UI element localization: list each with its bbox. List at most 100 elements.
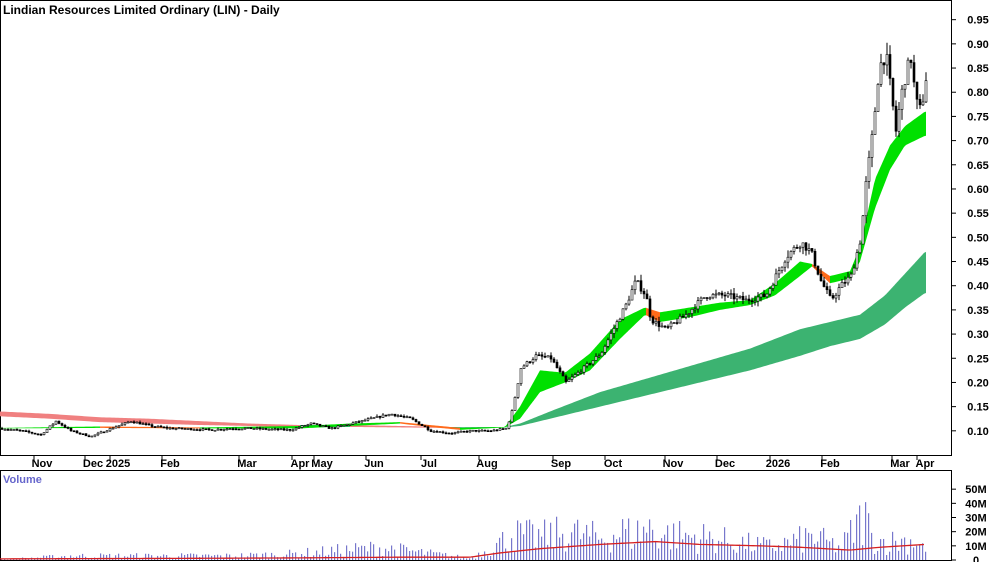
short-ema-band-segment bbox=[806, 262, 808, 272]
long-ema-band-segment bbox=[658, 374, 660, 393]
date-tick-label: Aug bbox=[476, 458, 497, 470]
volume-bar bbox=[415, 551, 417, 560]
short-ema-band-segment bbox=[726, 301, 728, 309]
long-ema-band-segment bbox=[34, 413, 36, 419]
date-tick-label: Sep bbox=[551, 458, 571, 470]
candle-body bbox=[123, 422, 127, 425]
short-ema-band-segment bbox=[920, 113, 922, 139]
long-ema-band-segment bbox=[736, 352, 738, 374]
candle-body bbox=[471, 429, 475, 432]
volume-bar bbox=[463, 556, 465, 560]
volume-bar bbox=[583, 533, 585, 560]
short-ema-band-segment bbox=[874, 177, 876, 212]
long-ema-band-segment bbox=[148, 418, 150, 424]
long-ema-band-segment bbox=[860, 313, 862, 339]
volume-bar bbox=[196, 554, 198, 560]
volume-bar bbox=[685, 532, 687, 560]
candle-body bbox=[249, 427, 253, 430]
volume-bar bbox=[682, 539, 684, 560]
short-ema-band-segment bbox=[552, 371, 554, 388]
long-ema-band-segment bbox=[178, 420, 180, 425]
candle-body bbox=[492, 429, 496, 432]
candle-body bbox=[816, 265, 820, 275]
long-ema-band-segment bbox=[644, 378, 646, 396]
volume-plot-area bbox=[0, 502, 927, 560]
candle-body bbox=[357, 421, 361, 423]
long-ema-band-segment bbox=[410, 426, 412, 428]
volume-bar bbox=[553, 547, 555, 560]
candle-body bbox=[672, 322, 676, 324]
short-ema-band-segment bbox=[290, 426, 292, 429]
candle-body bbox=[3, 429, 7, 431]
volume-bar bbox=[823, 527, 825, 560]
date-tick-label: Apr bbox=[291, 458, 311, 470]
volume-bar bbox=[103, 554, 105, 560]
long-ema-band-segment bbox=[800, 328, 802, 356]
short-ema-band-segment bbox=[746, 300, 748, 306]
long-ema-band-segment bbox=[24, 412, 26, 418]
short-ema-band-segment bbox=[908, 122, 910, 144]
long-ema-band-segment bbox=[528, 419, 530, 425]
volume-bar bbox=[691, 537, 693, 560]
candle-body bbox=[351, 422, 355, 425]
short-ema-band-segment bbox=[730, 301, 732, 309]
candle-body bbox=[807, 248, 811, 251]
long-ema-band-segment bbox=[892, 285, 894, 319]
volume-bar bbox=[700, 539, 702, 560]
short-ema-band-segment bbox=[450, 426, 452, 430]
short-ema-band-segment bbox=[542, 370, 544, 392]
volume-bar bbox=[754, 550, 756, 560]
long-ema-band-segment bbox=[844, 318, 846, 343]
short-ema-band-segment bbox=[666, 311, 668, 322]
long-ema-band-segment bbox=[276, 424, 278, 427]
long-ema-band-segment bbox=[10, 411, 12, 417]
volume-bar bbox=[880, 539, 882, 560]
candle-body bbox=[390, 413, 394, 416]
long-ema-band-segment bbox=[910, 265, 912, 304]
long-ema-band-segment bbox=[686, 366, 688, 386]
volume-bar bbox=[520, 523, 522, 560]
long-ema-band-segment bbox=[190, 420, 192, 425]
candle-body bbox=[573, 374, 577, 378]
candle-body bbox=[720, 292, 724, 296]
long-ema-band-segment bbox=[174, 419, 176, 425]
short-ema-band-segment bbox=[554, 371, 556, 387]
long-ema-band-segment bbox=[398, 425, 400, 428]
volume-bar bbox=[439, 552, 441, 560]
candle-body bbox=[387, 413, 391, 417]
long-ema-band-segment bbox=[278, 424, 280, 427]
long-ema-band-segment bbox=[748, 348, 750, 371]
candle-body bbox=[822, 280, 826, 287]
volume-bar bbox=[814, 543, 816, 560]
long-ema-band-segment bbox=[826, 322, 828, 348]
long-ema-band-segment bbox=[764, 342, 766, 367]
candle-body bbox=[639, 280, 643, 292]
volume-bar bbox=[403, 544, 405, 560]
short-ema-band-segment bbox=[712, 303, 714, 312]
candle-body bbox=[804, 242, 808, 251]
candle-body bbox=[729, 293, 733, 295]
long-ema-band-segment bbox=[396, 425, 398, 428]
short-ema-band-segment bbox=[914, 118, 916, 142]
price-tick-label: 0.40 bbox=[967, 281, 988, 293]
long-ema-band-segment bbox=[84, 416, 86, 422]
short-ema-band-segment bbox=[142, 426, 144, 429]
long-ema-band-segment bbox=[244, 423, 246, 426]
short-ema-band-segment bbox=[728, 301, 730, 309]
short-ema-band-segment bbox=[280, 426, 282, 429]
candle-body bbox=[705, 297, 709, 299]
candle-body bbox=[309, 422, 313, 425]
short-ema-band-segment bbox=[376, 422, 378, 425]
long-ema-band-segment bbox=[152, 418, 154, 424]
short-ema-band-segment bbox=[458, 427, 460, 430]
candle-body bbox=[660, 325, 664, 328]
volume-bar bbox=[658, 548, 660, 560]
long-ema-band-segment bbox=[20, 412, 22, 418]
candle-body bbox=[537, 354, 541, 357]
short-ema-band-segment bbox=[888, 145, 890, 175]
long-ema-band-segment bbox=[182, 420, 184, 425]
short-ema-band-segment bbox=[470, 427, 472, 430]
short-ema-band-segment bbox=[372, 422, 374, 425]
short-ema-band-segment bbox=[192, 427, 194, 429]
price-tick-label: 0.80 bbox=[967, 87, 988, 99]
